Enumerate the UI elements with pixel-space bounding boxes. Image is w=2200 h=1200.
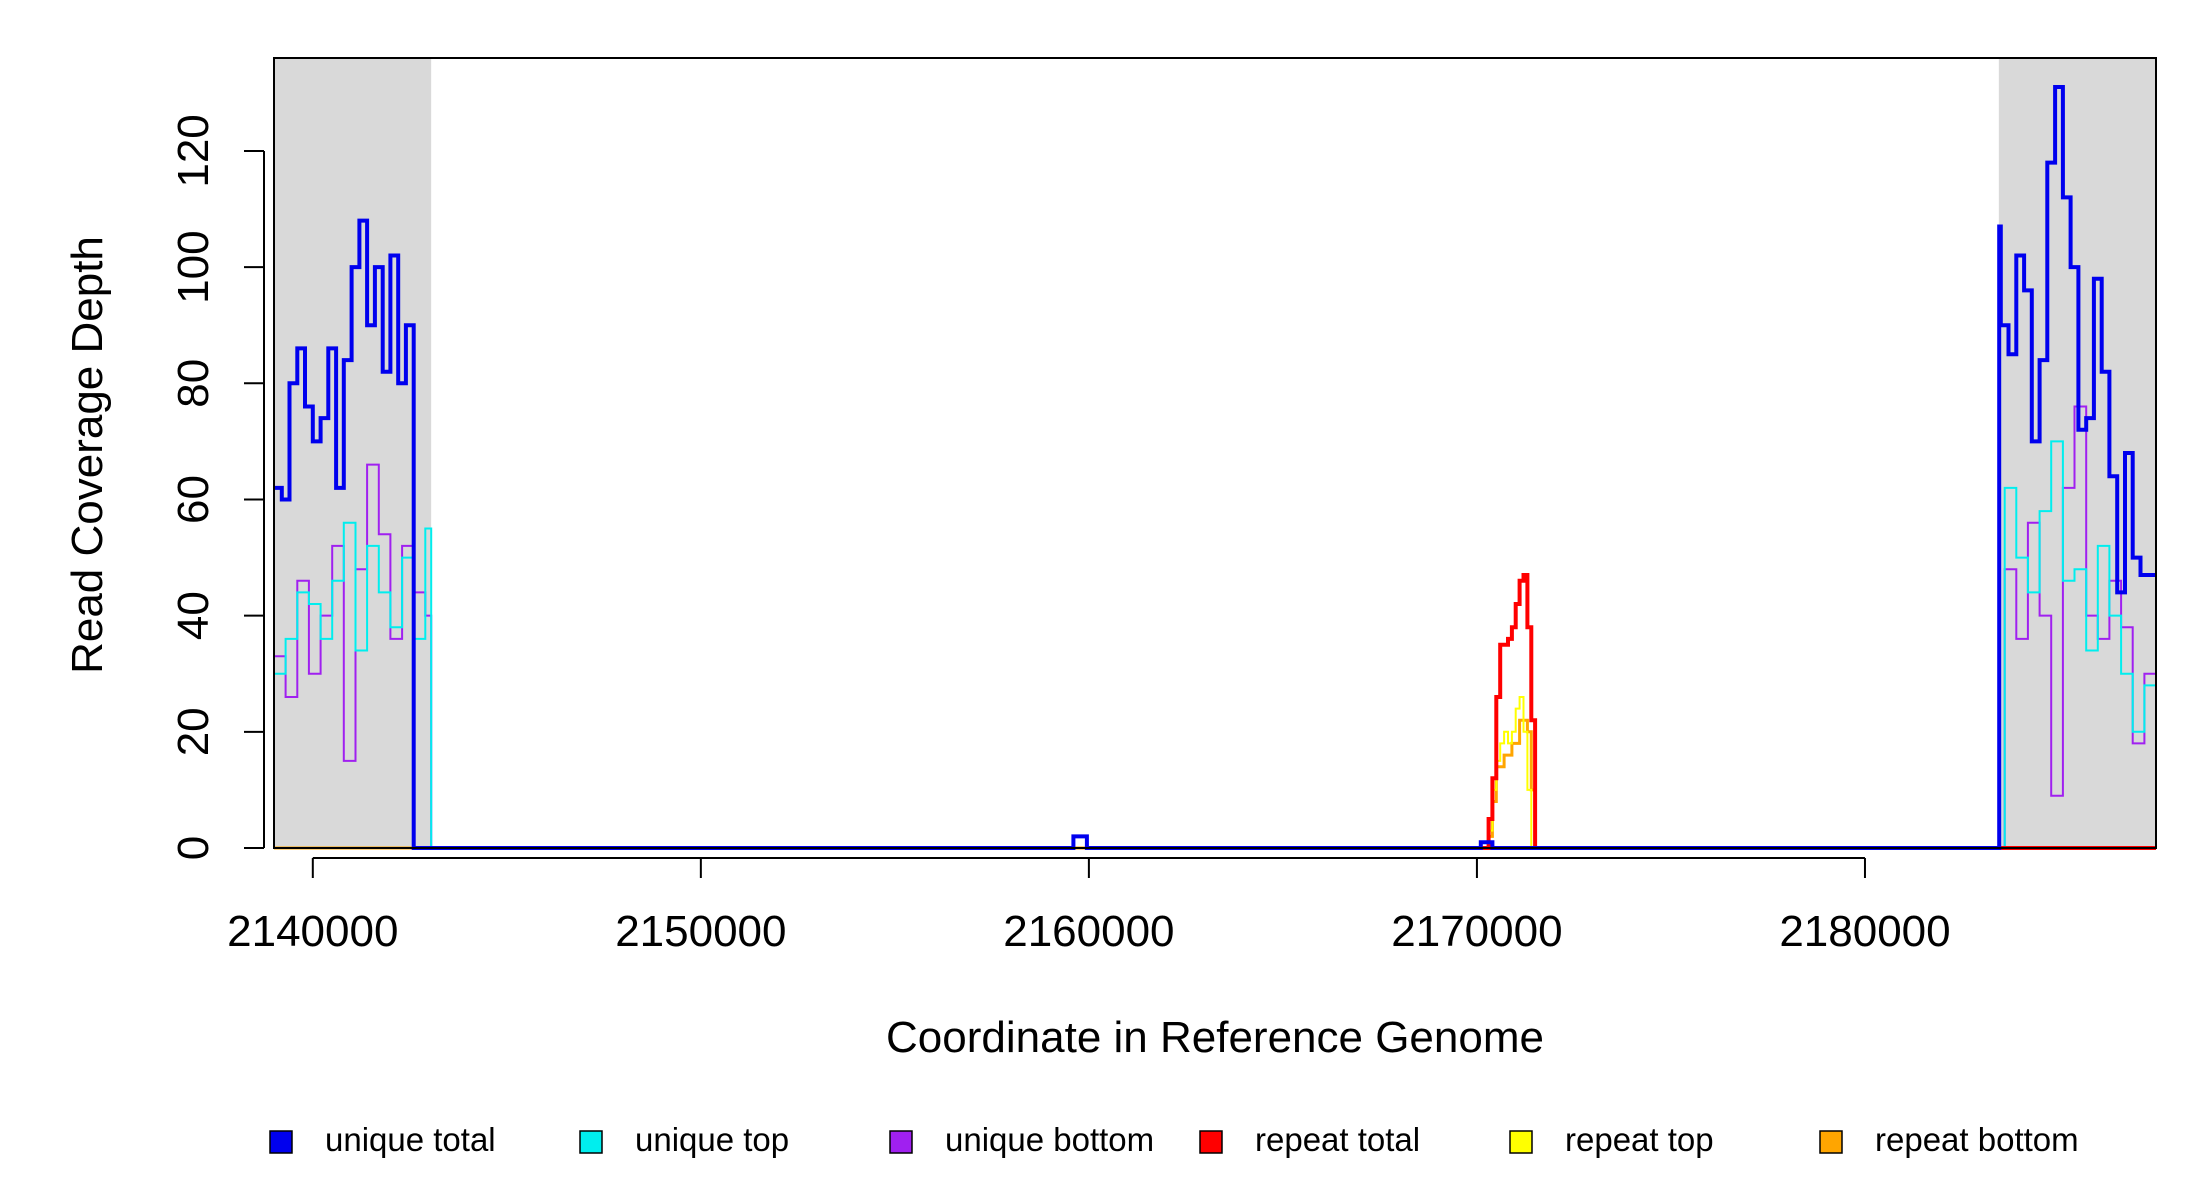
legend-item-repeat-bottom: repeat bottom [1819,1121,2079,1158]
series-lines [274,85,2157,850]
legend-swatch [1819,1130,1843,1154]
legend-label: repeat bottom [1875,1121,2079,1158]
series-line-unique-total [274,85,2156,850]
legend-swatch [269,1130,293,1154]
shaded-region-1 [274,58,432,848]
y-tick-label: 0 [169,836,218,860]
y-axis: 0 20 40 60 80 100 120 [169,114,265,860]
x-axis: 2140000 2150000 2160000 2170000 2180000 [227,857,1951,956]
legend-swatch [579,1130,603,1154]
legend-label: repeat top [1565,1121,1714,1158]
y-axis-title: Read Coverage Depth [63,236,112,674]
legend-label: unique top [635,1121,789,1158]
legend-item-unique-total: unique total [269,1121,496,1158]
legend-item-unique-bottom: unique bottom [889,1121,1154,1158]
x-tick-label: 2160000 [1003,907,1174,956]
legend-label: unique total [325,1121,496,1158]
x-tick-label: 2150000 [615,907,786,956]
series-line-repeat-bottom [274,718,2156,850]
y-tick-label: 20 [169,707,218,756]
legend-label: repeat total [1255,1121,1420,1158]
y-tick-label: 80 [169,359,218,408]
x-tick-label: 2180000 [1779,907,1950,956]
series-line-unique-bottom [274,405,2157,849]
legend-swatch [1199,1130,1223,1154]
legend-item-repeat-top: repeat top [1509,1121,1714,1158]
legend-swatch [1509,1130,1533,1154]
legend-swatch [889,1130,913,1154]
plot-frame [273,57,2157,849]
legend-item-unique-top: unique top [579,1121,789,1158]
legend-label: unique bottom [945,1121,1154,1158]
series-line-unique-top [274,440,2157,849]
x-axis-title: Coordinate in Reference Genome [886,1013,1544,1062]
legend: unique total unique top unique bottom repea… [269,1121,2079,1158]
series-line-repeat-total [1476,573,2156,850]
x-tick-label: 2170000 [1391,907,1562,956]
y-tick-label: 60 [169,475,218,524]
shaded-regions [274,58,2156,848]
legend-item-repeat-total: repeat total [1199,1121,1420,1158]
x-tick-label: 2140000 [227,907,398,956]
y-tick-label: 120 [169,114,218,187]
y-tick-label: 40 [169,591,218,640]
y-tick-label: 100 [169,230,218,303]
series-line-repeat-top [1484,696,1533,849]
